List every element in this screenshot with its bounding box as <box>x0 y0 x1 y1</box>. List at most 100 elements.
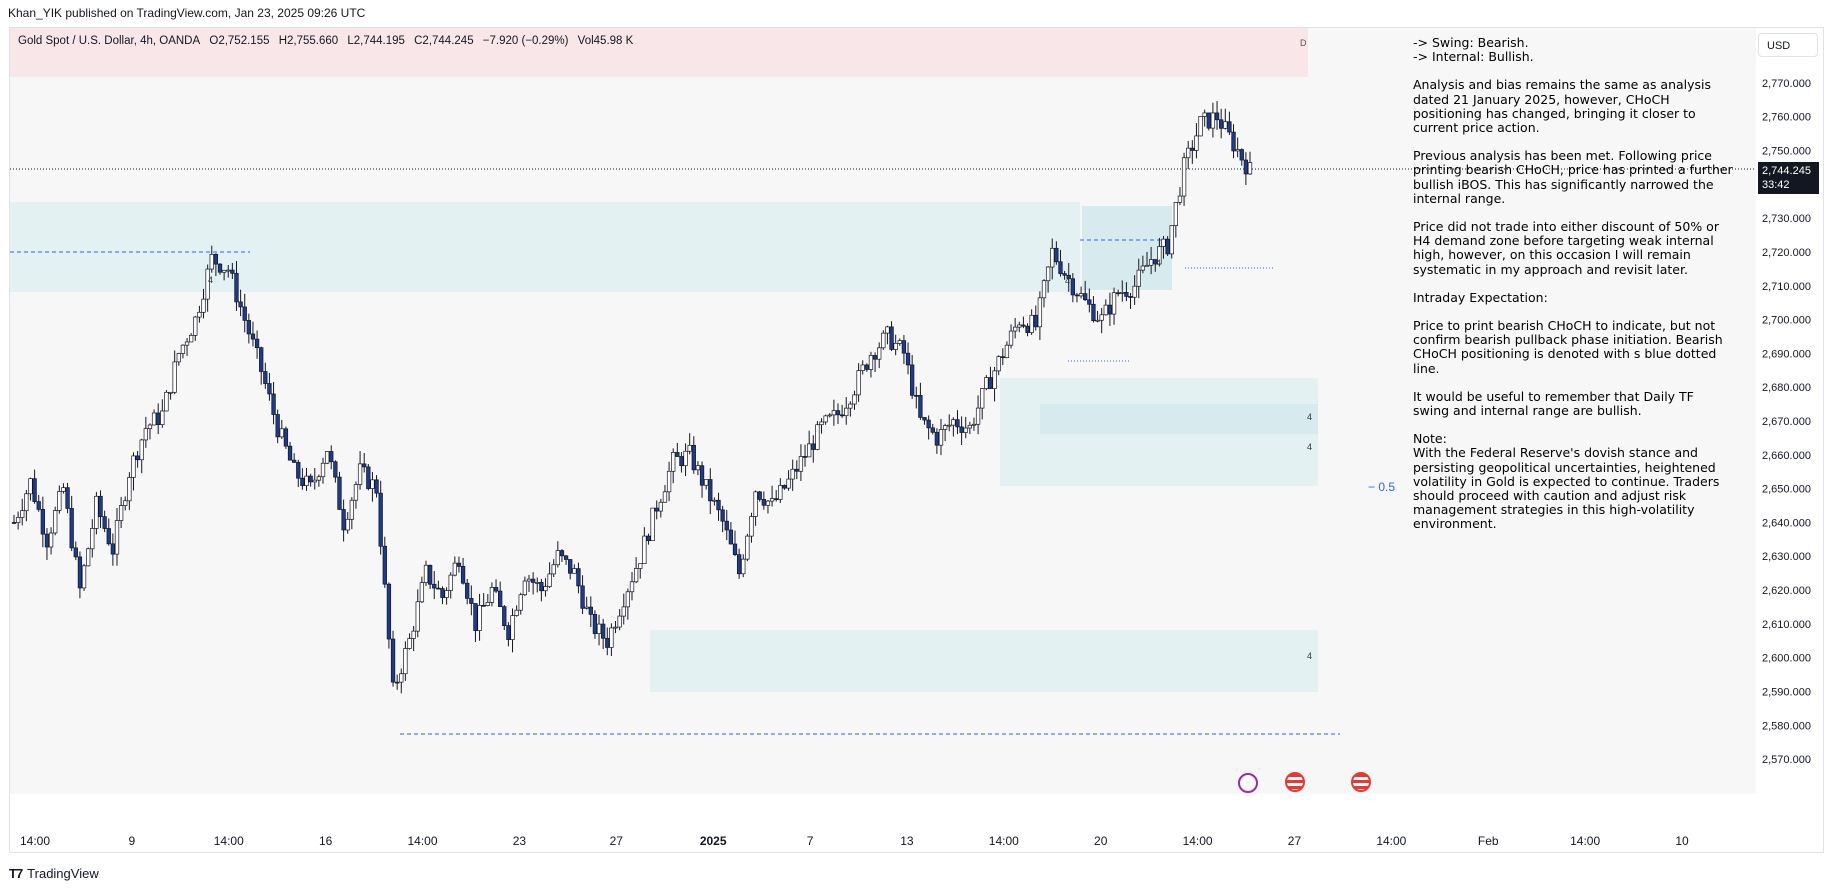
price-tick-label: 2,570.000 <box>1762 754 1811 766</box>
candle-down <box>292 459 297 463</box>
candle-down <box>934 431 940 446</box>
demand-zone-low <box>650 630 1318 692</box>
candle-down <box>1227 121 1232 133</box>
note-para-1: Analysis and bias remains the same as an… <box>1413 77 1712 136</box>
candle-up <box>572 568 577 574</box>
candle-down <box>366 466 371 489</box>
candle-up <box>996 356 1001 372</box>
candle-down <box>502 606 507 626</box>
candlestick-chart[interactable]: 2,570.000 2,580.000 2,590.000 2,600.000 2,61… <box>10 28 1824 852</box>
candle-down <box>563 555 569 560</box>
candle-down <box>708 479 713 502</box>
candle-up <box>753 491 758 517</box>
candle-down <box>465 582 470 599</box>
candle-up <box>951 419 956 426</box>
candle-down <box>576 568 581 587</box>
candle-up <box>1140 265 1146 271</box>
candle-up <box>349 499 354 520</box>
symbol-name[interactable]: Gold Spot / U.S. Dollar, 4h, OANDA <box>18 35 201 47</box>
candle-up <box>320 462 326 478</box>
candle-down <box>926 419 931 429</box>
candle-up <box>316 476 322 481</box>
price-tick-label: 2,590.000 <box>1762 686 1811 698</box>
candle-down <box>362 463 367 468</box>
candle-up <box>324 451 330 464</box>
candle-down <box>732 543 738 555</box>
candle-up <box>666 470 672 493</box>
candle-up <box>1099 314 1104 321</box>
candle-down <box>736 554 742 575</box>
candle-down <box>469 598 474 604</box>
candle-down <box>230 269 235 274</box>
candle-down <box>1107 304 1113 315</box>
bar-countdown: 33:42 <box>1762 179 1790 191</box>
candle-up <box>193 316 198 336</box>
candle-up <box>444 590 449 598</box>
candle-down <box>473 603 478 631</box>
candle-up <box>683 450 688 467</box>
currency-button[interactable]: USD <box>1758 33 1818 57</box>
candle-up <box>399 673 404 683</box>
candle-up <box>139 439 144 461</box>
economic-event-icon[interactable] <box>1238 773 1258 793</box>
candle-up <box>650 507 655 542</box>
candle-down <box>481 605 486 607</box>
time-tick-label: 23 <box>513 834 527 848</box>
chart-frame <box>9 27 1824 853</box>
candle-up <box>621 606 626 617</box>
candle-down <box>427 564 433 585</box>
us-flag-event-icon[interactable] <box>1285 772 1305 792</box>
candle-down <box>1054 247 1059 263</box>
candle-up <box>893 342 898 350</box>
demand-zone-left <box>10 202 1080 292</box>
candle-up <box>827 414 832 417</box>
candle-up <box>143 428 148 441</box>
time-tick-label: 16 <box>319 834 333 848</box>
candle-down <box>720 509 725 522</box>
candle-up <box>852 394 857 405</box>
candle-up <box>555 550 560 566</box>
candle-up <box>786 478 791 489</box>
candle-down <box>40 509 45 535</box>
candle-up <box>704 479 709 486</box>
note-para-6: It would be useful to remember that Dail… <box>1413 388 1694 419</box>
candle-up <box>48 532 54 548</box>
candle-up <box>980 388 985 409</box>
candle-up <box>1173 201 1178 226</box>
candle-up <box>984 377 989 389</box>
candle-up <box>131 455 136 478</box>
candle-up <box>741 558 746 575</box>
candle-down <box>930 427 935 433</box>
candle-down <box>300 477 305 486</box>
note-para-2: Previous analysis has been met. Followin… <box>1413 148 1733 206</box>
last-price-value: 2,744.245 <box>1762 165 1811 177</box>
analysis-notes: -> Swing: Bearish. -> Internal: Bullish.… <box>1413 35 1733 546</box>
candle-up <box>1186 147 1191 159</box>
candle-down <box>506 625 511 640</box>
tradingview-logo[interactable]: T7 TradingView <box>9 866 99 881</box>
us-flag-event-icon[interactable] <box>1351 772 1371 792</box>
candle-up <box>543 586 548 592</box>
candle-up <box>815 424 820 450</box>
candle-up <box>312 479 317 483</box>
time-tick-label: 27 <box>610 834 624 848</box>
time-tick-label: 14:00 <box>989 834 1019 848</box>
candle-up <box>1008 330 1014 346</box>
candle-up <box>477 605 482 631</box>
candle-down <box>1062 273 1067 276</box>
candle-down <box>263 371 268 384</box>
candle-up <box>765 500 771 506</box>
candle-down <box>872 355 878 360</box>
candle-up <box>514 609 519 616</box>
open-value: O2,752.155 <box>209 35 270 47</box>
candle-up <box>613 626 618 629</box>
candle-down <box>864 364 869 370</box>
candle-up <box>535 581 540 584</box>
candle-up <box>1144 264 1150 267</box>
candle-down <box>1231 131 1236 152</box>
candle-down <box>889 326 894 350</box>
candle-down <box>382 545 387 585</box>
candle-up <box>975 407 981 425</box>
candle-up <box>629 581 635 593</box>
last-price-tag: 2,744.245 33:42 <box>1758 162 1819 194</box>
